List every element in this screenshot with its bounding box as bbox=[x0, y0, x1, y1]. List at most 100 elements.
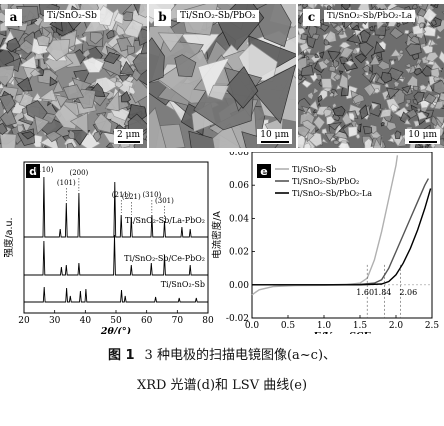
sem-grain bbox=[78, 35, 87, 43]
sem-grain bbox=[347, 5, 352, 12]
sem-grain bbox=[411, 4, 418, 10]
sem-grain bbox=[359, 104, 369, 120]
sem-grain bbox=[327, 90, 332, 95]
sem-grain bbox=[419, 84, 427, 91]
sem-grain bbox=[320, 23, 330, 32]
lsv-x-tick-label: 1.0 bbox=[317, 321, 332, 331]
sem-grain bbox=[137, 28, 147, 47]
figure-caption-line1: 图 1 3 种电极的扫描电镜图像(a~c)、 bbox=[0, 344, 444, 363]
sem-grain bbox=[429, 19, 437, 27]
sem-grain bbox=[119, 60, 137, 76]
sem-grain bbox=[329, 21, 339, 29]
sample-label-a: Ti/SnO₂-Sb bbox=[44, 10, 100, 22]
sem-grain bbox=[0, 64, 15, 87]
scale-bar-b: 10 μm bbox=[257, 129, 292, 144]
sem-grain bbox=[103, 51, 121, 65]
sem-grain bbox=[424, 117, 431, 124]
sem-grain bbox=[312, 115, 326, 131]
sem-grain bbox=[373, 40, 386, 54]
sem-grain bbox=[317, 51, 325, 59]
sem-grain bbox=[21, 131, 36, 140]
sem-grain bbox=[338, 70, 344, 75]
plots-row: d 20 30 40 50 60 70 80 2θ/(°) 强度/a.u. Ti/SnO₂-Sb/L… bbox=[0, 148, 444, 342]
panel-letter-d: d bbox=[29, 165, 37, 178]
sem-grain bbox=[434, 115, 444, 126]
sem-grain bbox=[326, 115, 336, 126]
xrd-x-axis-label: 2θ/(°) bbox=[100, 326, 131, 334]
sem-grain bbox=[380, 71, 392, 84]
sem-grain bbox=[49, 76, 58, 87]
sem-grain bbox=[323, 108, 333, 118]
xrd-peak-label: (101) bbox=[57, 179, 76, 187]
sem-grain bbox=[404, 29, 410, 34]
sem-grain bbox=[339, 46, 355, 59]
sem-grain bbox=[323, 57, 331, 65]
sem-grain bbox=[301, 79, 313, 89]
sem-grain bbox=[421, 65, 432, 77]
sem-grain bbox=[321, 78, 333, 89]
sem-grain bbox=[405, 43, 422, 56]
sem-grain bbox=[341, 4, 351, 11]
panel-letter-e-bg bbox=[257, 164, 271, 178]
sem-grain bbox=[421, 44, 434, 54]
sem-grain bbox=[149, 37, 165, 83]
sem-grain bbox=[197, 57, 230, 98]
xrd-peak-label: (211) bbox=[112, 191, 131, 199]
sem-grain bbox=[346, 72, 353, 82]
sem-grain bbox=[338, 73, 349, 90]
sem-grain bbox=[67, 129, 76, 140]
sem-grain bbox=[389, 27, 405, 40]
sem-grain bbox=[420, 25, 436, 37]
xrd-x-tick-label: 80 bbox=[202, 316, 214, 326]
sem-grain bbox=[434, 100, 444, 110]
sem-grain bbox=[424, 145, 430, 148]
xrd-series-line bbox=[24, 234, 208, 276]
sem-image-c bbox=[298, 4, 444, 148]
sem-grain bbox=[324, 132, 336, 142]
sem-grain bbox=[362, 64, 370, 74]
sem-grain bbox=[311, 33, 321, 40]
lsv-y-tick-label: 0.02 bbox=[229, 248, 249, 258]
sem-grain bbox=[252, 4, 292, 48]
sem-grain bbox=[104, 90, 120, 112]
sem-grain bbox=[208, 84, 230, 101]
sem-grain bbox=[82, 48, 91, 58]
sem-images: a Ti/SnO₂-Sb 2 μm b Ti/SnO₂-Sb/PbO₂ 10 μ… bbox=[0, 4, 444, 148]
sem-grain bbox=[149, 107, 167, 148]
sem-grain bbox=[82, 57, 105, 73]
sem-grain bbox=[347, 126, 358, 138]
sem-grain bbox=[38, 88, 58, 102]
sem-grain bbox=[115, 24, 126, 37]
lsv-y-tick-label: 0.06 bbox=[229, 181, 249, 191]
sem-grain bbox=[126, 45, 135, 56]
sem-panel-c: c Ti/SnO₂-Sb/PbO₂-La 10 μm bbox=[298, 4, 444, 148]
sem-grain bbox=[351, 24, 361, 31]
sem-grain bbox=[398, 49, 404, 54]
sem-grain bbox=[6, 37, 21, 53]
xrd-series-label: Ti/SnO₂-Sb/La-PbO₂ bbox=[125, 216, 205, 225]
lsv-legend-label: Ti/SnO₂-Sb bbox=[292, 165, 336, 174]
sem-grain bbox=[62, 84, 85, 100]
sem-grain bbox=[54, 94, 69, 108]
sem-grain bbox=[212, 123, 241, 148]
sem-grain bbox=[300, 64, 314, 76]
lsv-y-axis-label: 电流密度/A bbox=[211, 211, 223, 259]
sem-grain bbox=[309, 99, 319, 112]
sem-grain bbox=[338, 41, 351, 49]
sem-grain bbox=[346, 32, 362, 45]
sem-grain bbox=[418, 22, 425, 29]
sem-grain bbox=[430, 67, 440, 79]
sem-grain bbox=[318, 18, 325, 26]
lsv-legend-label: Ti/SnO₂-Sb/PbO₂-La bbox=[292, 189, 372, 198]
sem-grain bbox=[341, 111, 353, 126]
lsv-y-tick-label: 0.08 bbox=[229, 152, 249, 158]
scale-text-c: 10 μm bbox=[408, 130, 437, 140]
sem-grain bbox=[238, 43, 278, 82]
sample-label-c: Ti/SnO₂-Sb/PbO₂-La bbox=[324, 10, 416, 22]
sem-grain bbox=[333, 73, 342, 81]
sem-grain bbox=[89, 31, 104, 45]
lsv-onset-label: 2.06 bbox=[399, 288, 417, 297]
sem-panel-a: a Ti/SnO₂-Sb 2 μm bbox=[0, 4, 147, 148]
sem-grain bbox=[401, 85, 412, 94]
sem-grain bbox=[324, 30, 337, 43]
